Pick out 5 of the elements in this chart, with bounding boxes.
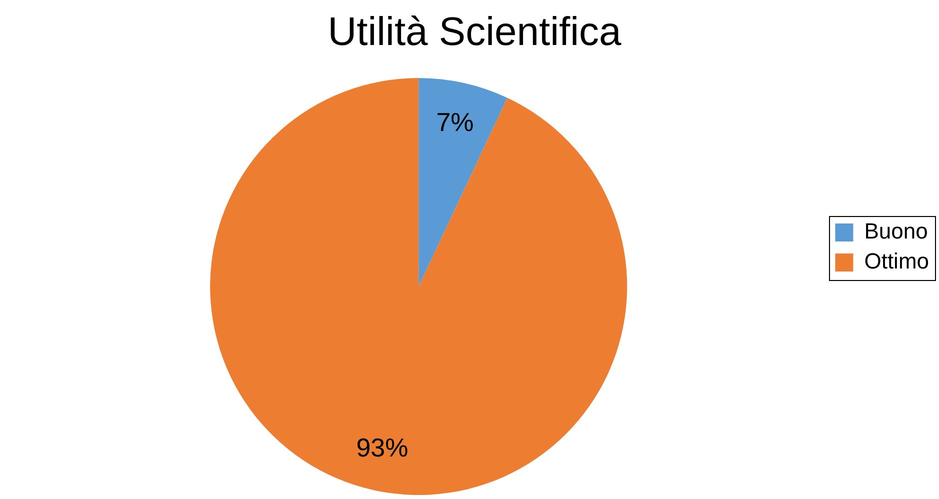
legend-label: Ottimo <box>864 248 930 274</box>
legend-label: Buono <box>864 218 928 244</box>
data-label: 93% <box>356 432 408 462</box>
data-label: 7% <box>436 106 474 137</box>
chart-title: Utilità Scientifica <box>328 10 622 54</box>
